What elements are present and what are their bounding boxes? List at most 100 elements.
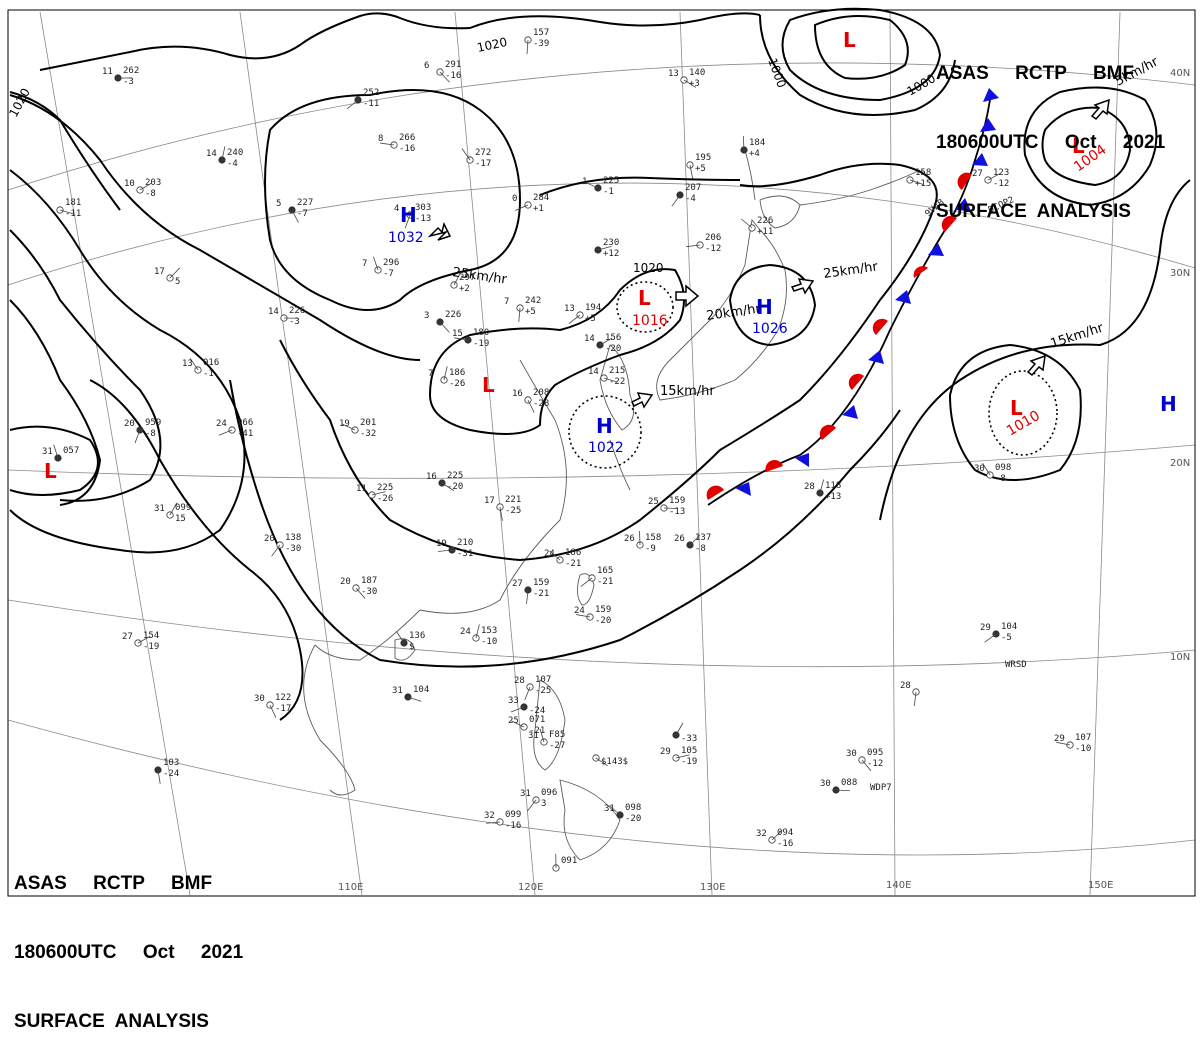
station-tendency: 5: [175, 277, 180, 287]
station-pressure: 158: [915, 168, 931, 178]
station-pressure: 221: [505, 495, 521, 505]
station-pressure: 225: [603, 176, 619, 186]
station-tendency: -32: [360, 429, 376, 439]
station-pressure: 096: [541, 788, 557, 798]
high-center-value: 1026: [752, 321, 788, 337]
station-pressure: F85: [549, 730, 565, 740]
lon-label-130e: 130E: [700, 882, 725, 893]
station-temp: 28: [514, 676, 525, 686]
station-temp: 3: [424, 311, 429, 321]
station-temp: 16: [512, 389, 523, 399]
station-temp: 30: [846, 749, 857, 759]
station-temp: 14: [588, 367, 599, 377]
station-temp: 29: [980, 623, 991, 633]
station-pressure: 207: [685, 183, 701, 193]
station-tendency: +13: [825, 492, 841, 502]
station-tendency: -7: [383, 269, 394, 279]
station-tendency: -3: [123, 77, 134, 87]
station-temp: 11: [102, 67, 113, 77]
station-tendency: -22: [609, 377, 625, 387]
station-tendency: -30: [285, 544, 301, 554]
low-center-letter: L: [482, 373, 495, 397]
station-temp: 29: [660, 747, 671, 757]
station-temp: 32: [756, 829, 767, 839]
station-tendency: -41: [237, 429, 253, 439]
station-tendency: -21: [565, 559, 581, 569]
station-tendency: -28: [533, 399, 549, 409]
station-temp: 28: [900, 681, 911, 691]
station-tendency: -4: [227, 159, 238, 169]
station-pressure: 107: [535, 675, 551, 685]
station-tendency: -5: [1001, 633, 1012, 643]
isobar-label: 1020: [633, 261, 664, 275]
station-tendency: 15: [175, 514, 186, 524]
station-tendency: -39: [533, 39, 549, 49]
station-pressure: 122: [275, 693, 291, 703]
station-temp: 4: [394, 204, 399, 214]
station-temp: 13: [668, 69, 679, 79]
station-temp: 5: [276, 199, 281, 209]
station-tendency: -16: [505, 821, 521, 831]
station-temp: 30: [974, 464, 985, 474]
station-tendency: -16: [399, 144, 415, 154]
station-pressure: 099: [505, 810, 521, 820]
station-pressure: 266: [399, 133, 415, 143]
station-temp: 32: [484, 811, 495, 821]
station-pressure: 099: [175, 503, 191, 513]
station-pressure: 091: [561, 856, 577, 866]
station-tendency: +4: [749, 149, 760, 159]
station-pressure: 156: [605, 333, 621, 343]
station-temp: 24: [574, 606, 585, 616]
low-center-letter: L: [843, 28, 856, 52]
station-pressure: 186: [449, 368, 465, 378]
station-tendency: +1: [533, 204, 544, 214]
station-temp: 25: [648, 497, 659, 507]
station-temp: 31: [42, 447, 53, 457]
station-pressure: 230: [603, 238, 619, 248]
station-pressure: 159: [533, 578, 549, 588]
header-bottom-left: ASAS RCTP BMF 180600UTC Oct 2021 SURFACE…: [14, 826, 243, 1056]
station-temp: 26: [624, 534, 635, 544]
station-tendency: -13: [415, 214, 431, 224]
station-tendency: -11: [363, 99, 379, 109]
station-tendency: -11: [65, 209, 81, 219]
station-temp: 31: [154, 504, 165, 514]
station-pressure: 181: [65, 198, 81, 208]
ship-id: WDP7: [870, 783, 892, 793]
station-tendency: -21: [597, 577, 613, 587]
station-pressure: 240: [227, 148, 243, 158]
station-tendency: -20: [447, 482, 463, 492]
station-tendency: -7: [297, 209, 308, 219]
station-pressure: 272: [475, 148, 491, 158]
speed-label: 15km/hr: [660, 384, 715, 399]
station-tendency: -1: [203, 369, 214, 379]
station-pressure: 194: [585, 303, 601, 313]
station-temp: 17: [484, 496, 495, 506]
low-center-value: 1016: [632, 313, 668, 329]
lon-label-120e: 120E: [518, 882, 543, 893]
station-temp: 7: [428, 369, 433, 379]
station-temp: 6: [424, 61, 429, 71]
station-tendency: -26: [449, 379, 465, 389]
station-temp: 30: [820, 779, 831, 789]
station-temp: 31: [520, 789, 531, 799]
station-pressure: 262: [123, 66, 139, 76]
station-temp: 33: [508, 696, 519, 706]
station-temp: 15: [452, 329, 463, 339]
station-tendency: -30: [361, 587, 377, 597]
low-center-letter: L: [638, 286, 651, 310]
station-pressure: 104: [413, 685, 429, 695]
station-temp: 29: [1054, 734, 1065, 744]
station-pressure: 296: [383, 258, 399, 268]
station-tendency: -20: [595, 616, 611, 626]
station-pressure: 959: [145, 418, 161, 428]
station-tendency: -26: [377, 494, 393, 504]
station-temp: 20: [340, 577, 351, 587]
station-tendency: -31: [457, 549, 473, 559]
station-temp: 19: [436, 539, 447, 549]
low-center-letter: L: [44, 459, 57, 483]
station-temp: 25: [508, 716, 519, 726]
station-tendency: -20: [605, 344, 621, 354]
station-pressure: 138: [285, 533, 301, 543]
station-tendency: -20: [625, 814, 641, 824]
